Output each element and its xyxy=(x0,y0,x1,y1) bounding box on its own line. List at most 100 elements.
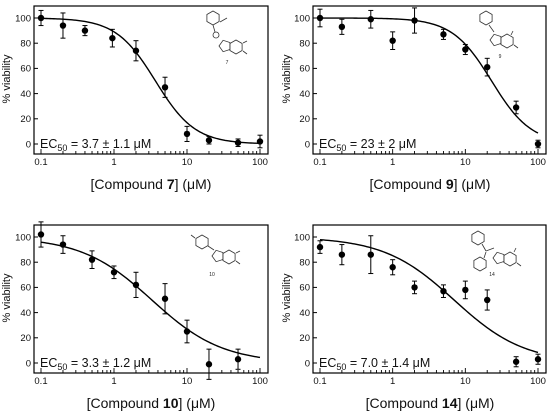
data-point xyxy=(367,16,374,23)
y-tick-label: 0 xyxy=(26,139,31,150)
data-point xyxy=(534,140,542,148)
bond xyxy=(219,17,228,23)
y-tick-label: 60 xyxy=(299,283,310,294)
y-tick-label: 40 xyxy=(20,89,31,100)
data-point xyxy=(132,47,140,54)
data-point xyxy=(316,14,324,22)
y-tick-label: 20 xyxy=(20,333,31,344)
y-tick-label: 80 xyxy=(299,39,310,50)
plot-frame xyxy=(33,5,269,155)
ec50-subscript: 50 xyxy=(336,362,346,372)
fit-curve xyxy=(319,238,539,354)
y-tick-label: 40 xyxy=(299,308,310,319)
x-axis-label: [Compound 9] (μM) xyxy=(370,176,491,192)
compound-structure-label: 7 xyxy=(226,60,229,66)
ec50-prefix: EC xyxy=(40,356,57,370)
panel-compound-14: 0 20 40 60 80 100 0.1 1 10 100 EC50 = 7.0 ± 1.4 μM… xyxy=(281,224,547,411)
x-axis-label-compound: 10 xyxy=(163,395,179,411)
compound-structure-label: 10 xyxy=(209,272,215,278)
data-point xyxy=(512,104,520,111)
x-axis-label-prefix: [Compound xyxy=(91,176,167,192)
ec50-annotation: EC50 = 3.7 ± 1.1 μM xyxy=(40,137,151,153)
bond xyxy=(488,24,495,33)
data-point xyxy=(205,361,213,368)
x-axis-label-prefix: [Compound xyxy=(370,176,446,192)
ec50-annotation: EC50 = 7.0 ± 1.4 μM xyxy=(319,356,430,372)
fit-curve xyxy=(320,17,539,134)
ec50-value: = 23 ± 2 μM xyxy=(346,137,416,151)
y-tick-label: 100 xyxy=(15,232,31,243)
x-tick-label: 100 xyxy=(252,376,268,387)
data-point xyxy=(484,63,491,71)
ec50-value: = 7.0 ± 1.4 μM xyxy=(346,356,430,370)
pyrimidine-ring xyxy=(222,249,236,265)
data-point xyxy=(205,137,213,144)
data-point xyxy=(534,356,542,363)
data-point xyxy=(411,284,418,291)
ec50-prefix: EC xyxy=(319,356,336,370)
x-axis-label: [Compound 7] (μM) xyxy=(91,176,212,192)
chemical-structure: 9 xyxy=(479,10,519,60)
compound-structure-label: 9 xyxy=(499,54,502,60)
bond xyxy=(510,30,514,36)
bond xyxy=(235,260,241,265)
pyrimidine-ring xyxy=(500,33,514,49)
y-tick-label: 80 xyxy=(299,258,310,269)
data-point xyxy=(338,251,346,258)
data-point xyxy=(440,31,447,38)
data-point xyxy=(234,356,242,363)
x-axis-label-compound: 9 xyxy=(446,176,454,192)
bond xyxy=(242,50,248,55)
data-point xyxy=(81,27,89,34)
x-tick-label: 10 xyxy=(460,157,471,168)
y-tick-label: 0 xyxy=(305,139,310,150)
x-tick-label: 1 xyxy=(111,376,116,387)
data-point xyxy=(389,264,396,271)
chemical-structure: 10 xyxy=(190,234,241,278)
x-tick-label: 100 xyxy=(530,376,546,387)
x-axis-label-suffix: ] (μM) xyxy=(458,395,495,411)
bond xyxy=(481,243,487,252)
y-tick-label: 80 xyxy=(20,258,31,269)
y-axis-label: % viability xyxy=(281,54,293,103)
benzene-ring xyxy=(479,10,493,26)
x-axis-label-compound: 7 xyxy=(167,176,175,192)
ec50-subscript: 50 xyxy=(57,362,67,372)
ec50-prefix: EC xyxy=(40,137,57,151)
fit-curve xyxy=(40,17,261,145)
data-point xyxy=(462,46,469,53)
data-point xyxy=(110,269,118,276)
y-tick-label: 40 xyxy=(20,308,31,319)
data-point xyxy=(316,243,324,251)
pyrrole-ring xyxy=(489,33,502,47)
x-tick-label: 0.1 xyxy=(313,376,326,387)
data-point xyxy=(234,139,242,146)
x-axis-label-suffix: ] (μM) xyxy=(454,176,491,192)
y-tick-label: 0 xyxy=(26,358,31,369)
bond xyxy=(513,247,517,253)
plot-frame xyxy=(33,224,269,374)
y-tick-label: 20 xyxy=(299,114,310,125)
x-axis-label-suffix: ] (μM) xyxy=(179,395,216,411)
data-point xyxy=(161,84,169,91)
data-point xyxy=(37,231,45,238)
pyrimidine-ring xyxy=(229,39,243,55)
pyrrole-ring xyxy=(492,251,505,265)
y-tick-label: 80 xyxy=(20,39,31,50)
x-tick-label: 1 xyxy=(390,157,395,168)
x-tick-label: 100 xyxy=(252,157,268,168)
chemical-structure: 7 xyxy=(206,10,248,66)
x-tick-label: 0.1 xyxy=(313,157,326,168)
pyrrole-ring xyxy=(211,249,224,263)
panel-compound-9: 0 20 40 60 80 100 0.1 1 10 100 EC50 = 23 ± 2 μM % v… xyxy=(281,5,547,192)
y-tick-label: 60 xyxy=(20,64,31,75)
x-axis-label-suffix: ] (μM) xyxy=(175,176,212,192)
data-point xyxy=(132,281,140,289)
data-point xyxy=(183,130,191,138)
data-point xyxy=(367,251,374,258)
y-tick-label: 0 xyxy=(305,358,310,369)
data-point xyxy=(256,138,264,145)
x-tick-label: 1 xyxy=(390,376,395,387)
data-point xyxy=(161,295,169,302)
